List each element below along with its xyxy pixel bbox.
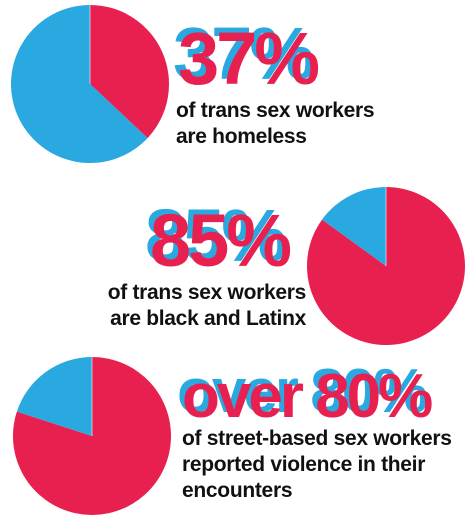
stat-caption-homeless: of trans sex workers are homeless xyxy=(176,98,375,150)
caption-line: are homeless xyxy=(176,125,307,148)
pie-slice-highlight xyxy=(90,5,170,139)
pie-chart-black-latinx xyxy=(307,187,465,345)
caption-line: are black and Latinx xyxy=(110,307,306,330)
stat-caption-black-latinx: of trans sex workers are black and Latin… xyxy=(80,280,307,332)
caption-line: of street-based sex workers xyxy=(182,427,452,450)
stat-value-black-latinx: 85% 85% 85% xyxy=(145,194,292,282)
caption-line: of trans sex workers xyxy=(176,99,375,122)
pie-slice-remainder xyxy=(11,5,148,163)
pie-slice-remainder xyxy=(322,187,386,266)
stat-value-homeless: 37% 37% 37% xyxy=(173,12,320,100)
stat-caption-violence: of street-based sex workers reported vio… xyxy=(182,426,452,504)
caption-line: reported violence in their xyxy=(182,453,426,476)
caption-line: encounters xyxy=(182,479,293,502)
pie-chart-homeless xyxy=(11,5,170,163)
pie-slice-remainder xyxy=(16,357,93,436)
pie-chart-violence xyxy=(13,357,172,515)
caption-line: of trans sex workers xyxy=(107,281,307,304)
stat-value-violence: over 80% over 80% over 80% xyxy=(177,357,433,431)
